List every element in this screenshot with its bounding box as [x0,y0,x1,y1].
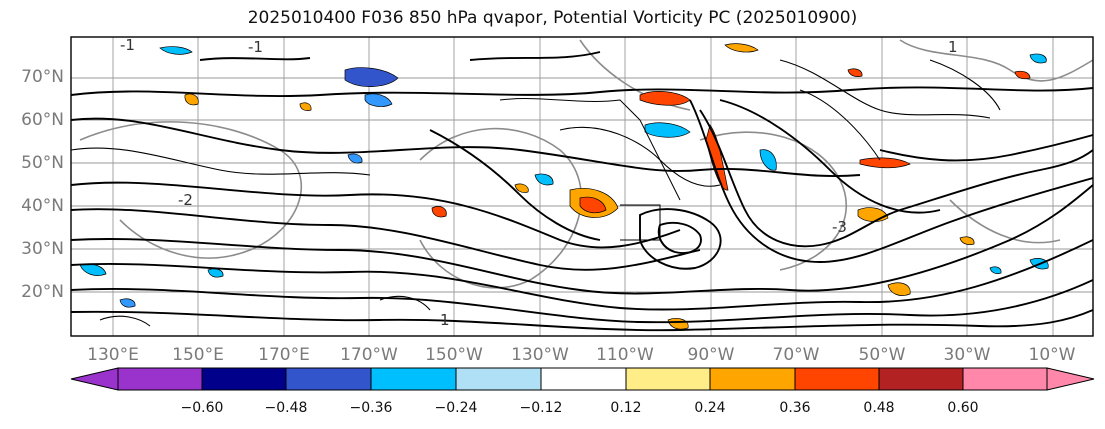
negative-shading [79,46,1049,308]
map-content: -1 -1 1 -2 -3 1 [71,36,1093,336]
colorbar-swatch [540,367,627,391]
lon-label: 10°W [1028,345,1076,365]
plot-title: 2025010400 F036 850 hPa qvapor, Potentia… [247,8,858,28]
colorbar [70,367,1095,391]
contour-label: -1 [120,36,135,54]
lon-label: 130°E [87,345,139,365]
lon-label: 130°W [511,345,569,365]
lat-label: 20°N [21,282,64,302]
map-frame [70,36,1094,337]
colorbar-swatch [962,367,1048,391]
colorbar-swatch [455,367,542,391]
lon-label: 30°W [943,345,991,365]
lon-label: 150°E [172,345,224,365]
colorbar-tick-label: −0.12 [519,400,563,416]
lat-label: 70°N [21,67,64,87]
colorbar-swatch [285,367,372,391]
geopotential-contours [71,51,1093,332]
colorbar-tick-label: −0.60 [180,400,224,416]
colorbar-tick-label: −0.48 [264,400,308,416]
contour-label: -1 [248,38,263,56]
coastlines [499,89,881,241]
colorbar-tick-label: 0.36 [779,400,811,416]
colorbar-tick-label: −0.24 [434,400,478,416]
contour-label: 1 [440,311,450,329]
colorbar-swatch [794,367,880,391]
colorbar-swatch [117,367,203,391]
lon-label: 110°W [596,345,654,365]
contour-label: 1 [948,38,958,56]
colorbar-tick-label: −0.36 [349,400,393,416]
lon-label: 150°W [425,345,483,365]
contour-label: -3 [832,218,847,236]
contour-labels: -1 -1 1 -2 -3 1 [120,36,958,329]
colorbar-swatch [878,367,964,391]
colorbar-tick-label: 0.24 [694,400,726,416]
colorbar-swatch [709,367,796,391]
colorbar-swatch [201,367,287,391]
colorbar-extend-high [1046,367,1095,391]
colorbar-tick-label: 0.48 [863,400,895,416]
colorbar-swatch [370,367,457,391]
lon-label: 170°E [258,345,310,365]
lat-label: 60°N [21,110,64,130]
colorbar-tick-label: 0.60 [947,400,979,416]
colorbar-swatch [625,367,711,391]
lon-label: 50°W [858,345,906,365]
contour-label: -2 [178,191,193,209]
colorbar-extend-low [70,367,119,391]
lat-label: 30°N [21,239,64,259]
lat-label: 40°N [21,196,64,216]
lat-gridlines [71,77,1093,293]
colorbar-tick-label: 0.12 [610,400,642,416]
lon-label: 70°W [772,345,820,365]
lat-label: 50°N [21,153,64,173]
lon-label: 170°W [340,345,398,365]
lon-label: 90°W [687,345,735,365]
